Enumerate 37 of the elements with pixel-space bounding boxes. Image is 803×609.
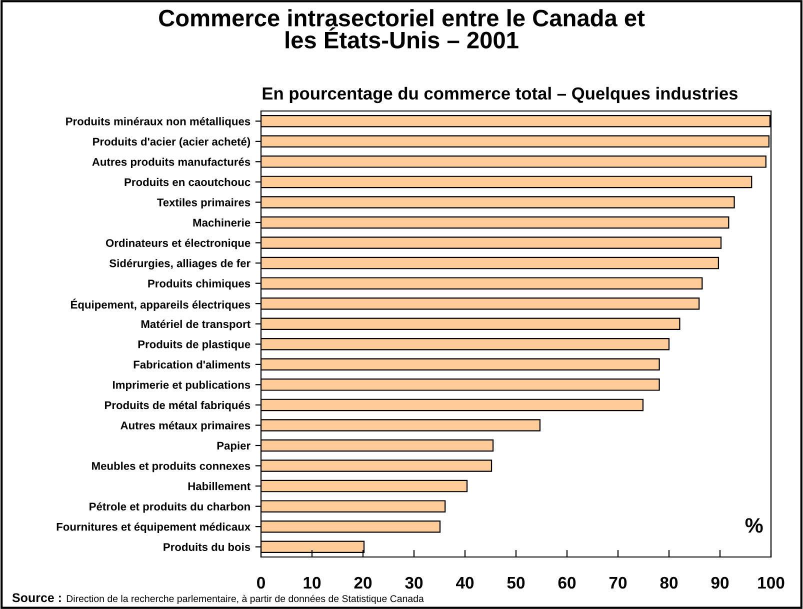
y-tick-label: Produits d'acier (acier acheté)	[93, 137, 250, 148]
x-tick-label: 40	[456, 576, 474, 589]
y-tick-label: Fabrication d'aliments	[134, 360, 250, 369]
y-tick-label: Produits de métal fabriqués	[105, 400, 250, 412]
y-tick-label: Pétrole et produits du charbon	[90, 502, 250, 513]
y-tick-label: Produits en caoutchouc	[124, 178, 250, 186]
y-tick-label: Imprimerie et publications	[113, 380, 250, 392]
y-tick-label: Matériel de transport	[141, 320, 250, 330]
y-tick-label: Habillement	[188, 482, 250, 490]
y-tick-label: Sidérurgies, alliages de fer	[109, 258, 250, 270]
y-tick-label: Produits de plastique	[138, 340, 250, 350]
x-tick-label: 20	[354, 576, 372, 589]
source-note: Source : Direction de la recherche parlementaire, à partir de données de Statistique Canada	[12, 593, 424, 604]
y-tick-label: Meubles et produits connexes	[92, 462, 250, 472]
x-tick-label: 50	[507, 576, 525, 589]
y-tick-label: Textiles primaires	[157, 198, 250, 209]
x-tick-label: 30	[405, 576, 423, 589]
y-tick-label: Produits minéraux non métalliques	[66, 117, 250, 128]
y-tick-label: Fournitures et équipement médicaux	[56, 522, 251, 533]
chart-title: Commerce intrasectoriel entre le Canada et les États-Unis – 2001	[159, 9, 645, 48]
annotation: %	[745, 518, 763, 533]
y-tick-label: Papier	[217, 441, 250, 452]
y-tick-label: Équipement, appareils électriques	[71, 298, 250, 311]
y-tick-label: Autres métaux primaires	[120, 421, 250, 432]
y-tick-label: Ordinateurs et électronique	[106, 238, 250, 250]
x-tick-label: 90	[711, 576, 729, 589]
y-tick-label: Produits du bois	[164, 542, 250, 551]
x-tick-label: 70	[609, 576, 627, 589]
x-tick-label: 10	[304, 576, 321, 589]
x-tick-label: 80	[660, 576, 678, 589]
y-tick-label: Machinerie	[193, 218, 250, 227]
x-tick-label: 100	[758, 576, 784, 589]
y-tick-label: Autres produits manufacturés	[92, 158, 250, 168]
x-tick-label: 0	[257, 576, 265, 589]
y-tick-label: Produits chimiques	[148, 279, 250, 290]
chart-subtitle: En pourcentage du commerce total – Quelques industries	[262, 86, 738, 104]
x-tick-label: 60	[558, 576, 576, 589]
